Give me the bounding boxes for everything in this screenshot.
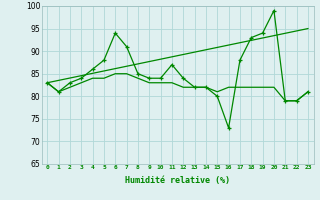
- X-axis label: Humidité relative (%): Humidité relative (%): [125, 176, 230, 185]
